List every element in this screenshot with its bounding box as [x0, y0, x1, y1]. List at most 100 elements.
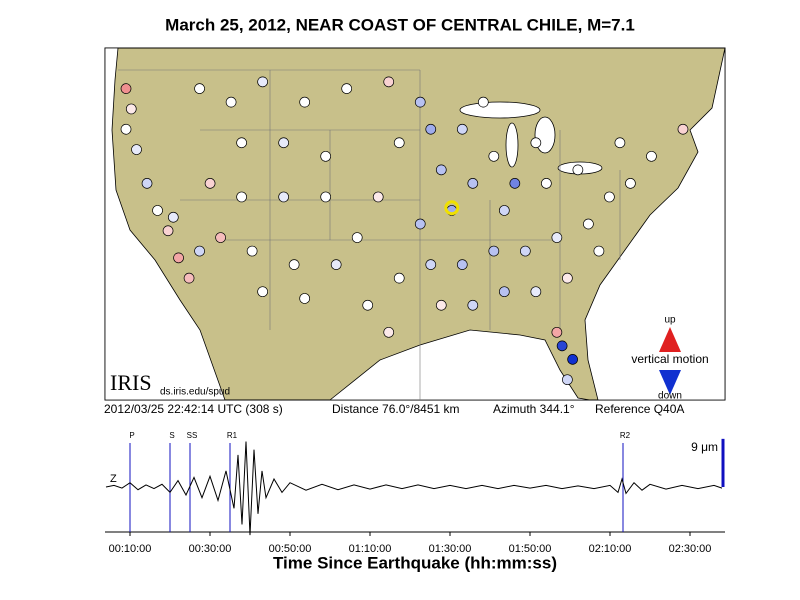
x-axis-title: Time Since Earthquake (hh:mm:ss): [273, 553, 557, 572]
station: [167, 211, 179, 223]
station: [204, 178, 216, 189]
channel: Z: [110, 473, 117, 485]
station: [604, 191, 615, 203]
station: [456, 259, 468, 270]
station: [498, 205, 510, 216]
info-time: 2012/03/25 22:42:14 UTC (308 s): [104, 402, 283, 416]
station: [120, 123, 132, 135]
info-distance: Distance 76.0°/8451 km: [332, 402, 460, 416]
source: ds.iris.edu/spud: [160, 387, 230, 398]
station: [562, 272, 573, 284]
station: [393, 137, 405, 149]
station: [330, 259, 342, 270]
x-tick-label: 02:10:00: [589, 543, 632, 555]
station: [299, 293, 311, 304]
station: [362, 299, 374, 311]
station: [225, 96, 237, 108]
station: [278, 191, 289, 203]
phase-label: S: [169, 431, 174, 440]
station: [562, 374, 573, 386]
phase-label: R1: [227, 431, 238, 440]
station: [509, 178, 521, 189]
gulf-of-mexico: [328, 329, 591, 401]
station: [435, 299, 447, 311]
station: [572, 164, 584, 176]
station: [456, 123, 468, 135]
station: [372, 191, 384, 203]
station: [530, 137, 542, 149]
x-tick-label: 01:30:00: [429, 543, 472, 555]
station: [194, 245, 205, 257]
station: [288, 259, 300, 270]
phase-label: R2: [620, 431, 631, 440]
title: March 25, 2012, NEAR COAST OF CENTRAL CH…: [165, 15, 635, 34]
station: [351, 232, 363, 243]
station: [425, 259, 437, 270]
station: [173, 252, 184, 264]
scale-label: 9 μm: [691, 440, 718, 454]
station: [299, 96, 311, 108]
station: [646, 150, 657, 162]
station: [488, 245, 500, 257]
phase-label: P: [129, 431, 134, 440]
station: [498, 286, 510, 298]
station: [677, 123, 689, 135]
x-tick-label: 01:10:00: [349, 543, 392, 555]
phase-label: SS: [187, 431, 198, 440]
station: [467, 178, 479, 189]
station: [583, 218, 594, 230]
legend-down: down: [658, 391, 682, 402]
borders: [118, 69, 621, 400]
x-tick-label: 00:10:00: [109, 543, 152, 555]
atlantic-ocean: [584, 47, 726, 401]
legend-label: vertical motion: [631, 352, 708, 366]
reference-station: [444, 200, 460, 216]
station: [519, 245, 531, 257]
legend-up-arrow: [659, 327, 681, 352]
station: [614, 137, 626, 149]
legend-down-arrow: [659, 370, 681, 395]
station: [320, 191, 332, 203]
trace: [105, 441, 723, 536]
station: [341, 83, 353, 94]
station: [477, 96, 489, 108]
lake: [459, 101, 541, 119]
logo: IRIS: [110, 370, 152, 395]
station: [383, 326, 395, 338]
station: [125, 103, 137, 115]
station: [414, 96, 426, 108]
legend-up: up: [664, 315, 676, 326]
station: [625, 178, 636, 189]
station: [393, 272, 405, 284]
info-reference: Reference Q40A: [595, 402, 684, 416]
x-tick-label: 00:50:00: [269, 543, 312, 555]
station: [215, 232, 226, 243]
info-azimuth: Azimuth 344.1°: [493, 402, 575, 416]
station: [530, 286, 542, 298]
station: [488, 150, 500, 162]
station: [246, 245, 258, 257]
station: [152, 205, 163, 216]
x-tick-label: 02:30:00: [669, 543, 712, 555]
lake: [505, 122, 519, 168]
station: [120, 83, 132, 94]
station: [131, 144, 142, 155]
pacific-ocean: [104, 47, 226, 401]
station: [383, 76, 395, 88]
station: [236, 191, 247, 203]
station: [257, 76, 268, 88]
x-tick-label: 01:50:00: [509, 543, 552, 555]
station: [551, 326, 563, 338]
station: [236, 137, 247, 149]
station: [567, 354, 578, 365]
station: [141, 178, 153, 189]
x-tick-label: 00:30:00: [189, 543, 232, 555]
station: [257, 286, 268, 298]
station: [278, 137, 289, 149]
station: [183, 272, 195, 284]
station: [425, 123, 437, 135]
station: [467, 299, 479, 311]
station: [551, 232, 563, 243]
